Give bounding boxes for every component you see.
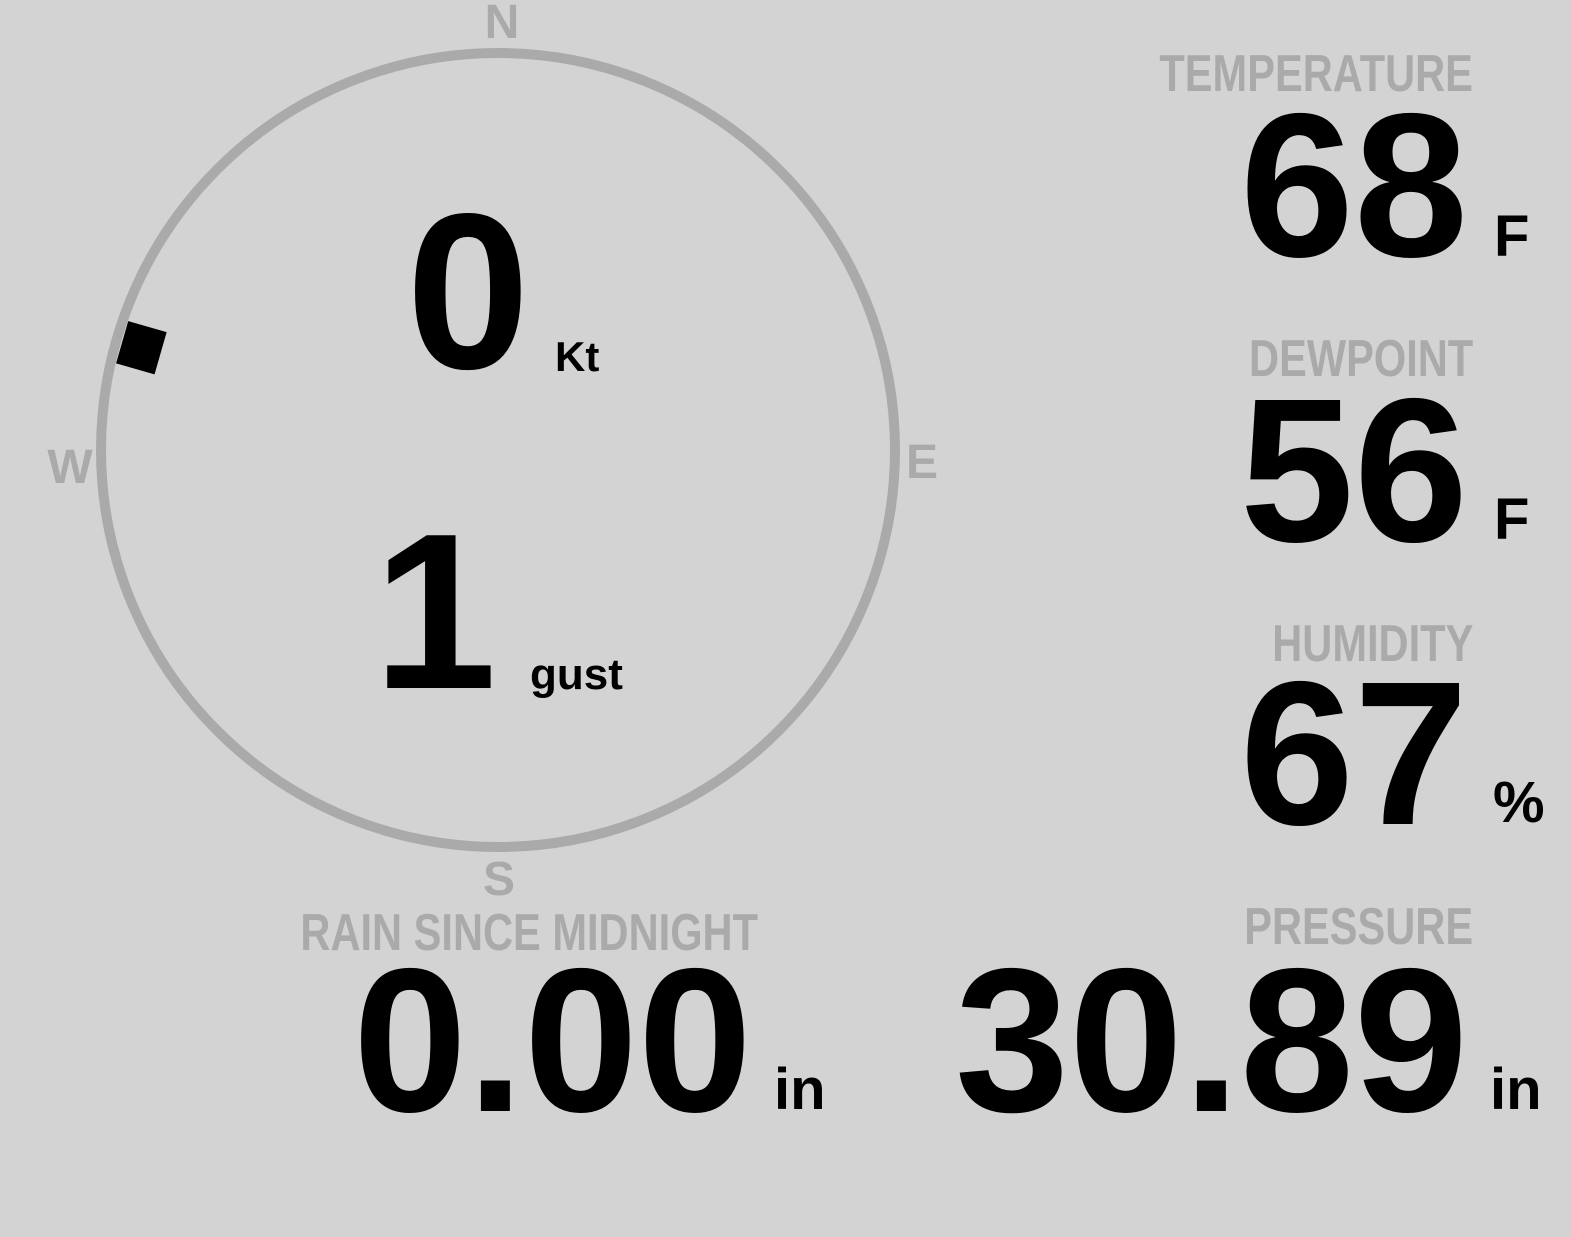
- temperature-label: TEMPERATURE: [1159, 45, 1473, 103]
- wind-gust-unit: gust: [530, 650, 623, 699]
- pressure-unit: in: [1490, 1057, 1542, 1122]
- compass-west: W: [47, 441, 93, 494]
- compass-south: S: [482, 853, 516, 906]
- compass-east: E: [905, 436, 939, 489]
- pressure-label: PRESSURE: [1244, 898, 1473, 956]
- dewpoint-value: 56: [1239, 356, 1468, 585]
- rain-value: 0.00: [353, 926, 752, 1155]
- wind-direction-marker: [116, 321, 167, 375]
- wind-speed-unit: Kt: [555, 333, 600, 380]
- wind-speed-value: 0: [406, 168, 530, 416]
- humidity-value: 67: [1239, 639, 1468, 868]
- dewpoint-label: DEWPOINT: [1248, 330, 1473, 388]
- dewpoint-unit: F: [1494, 487, 1530, 552]
- humidity-label: HUMIDITY: [1271, 615, 1473, 673]
- temperature-unit: F: [1494, 204, 1530, 269]
- compass-north: N: [484, 0, 520, 49]
- rain-label: RAIN SINCE MIDNIGHT: [300, 904, 758, 962]
- pressure-value: 30.89: [954, 926, 1468, 1155]
- compass-ring: [96, 48, 900, 852]
- humidity-unit: %: [1493, 770, 1545, 835]
- rain-unit: in: [774, 1057, 826, 1122]
- wind-gust-value: 1: [373, 488, 497, 736]
- temperature-value: 68: [1239, 71, 1468, 300]
